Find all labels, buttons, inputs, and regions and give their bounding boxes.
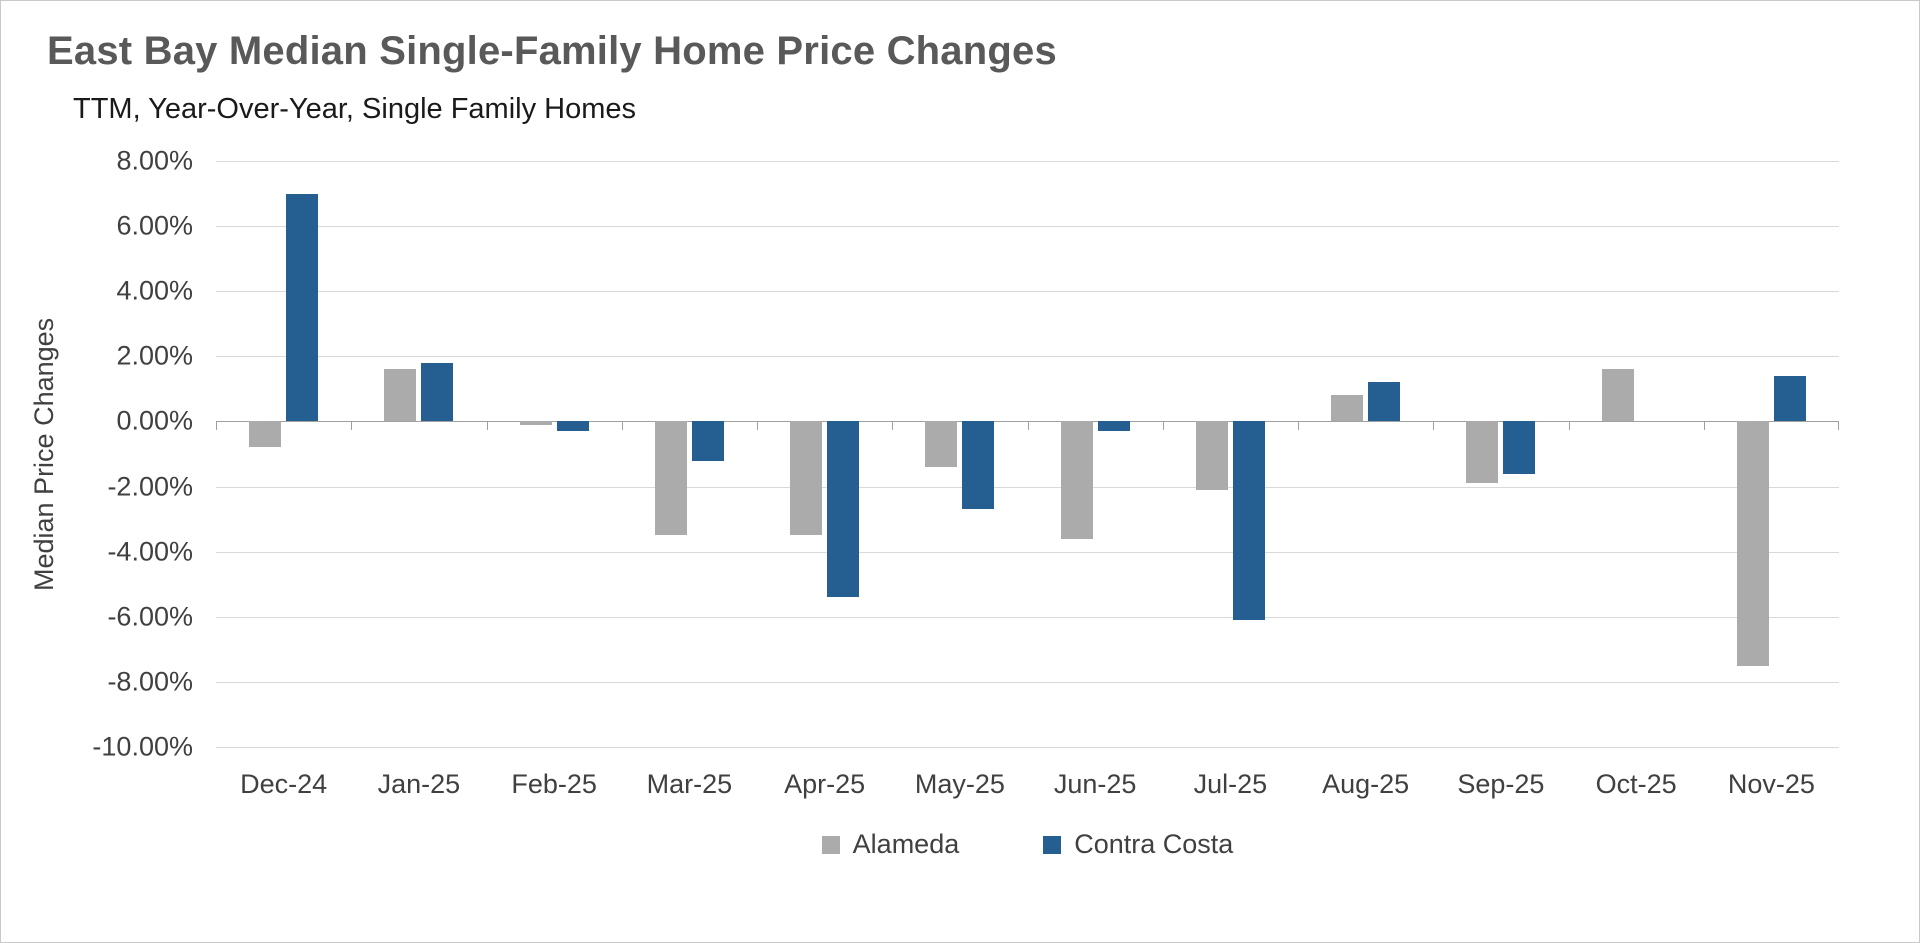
gridline (216, 747, 1839, 748)
y-axis-tick-labels: 8.00% 6.00% 4.00% 2.00% 0.00% -2.00% -4.00% -6.… (1, 146, 193, 762)
bar-contra-costa (691, 421, 724, 461)
bar-contra-costa (962, 421, 995, 510)
x-tick-label: Aug-25 (1322, 769, 1410, 799)
bar-alameda (1466, 421, 1499, 484)
axis-tick-mark (486, 421, 488, 431)
gridline (216, 161, 1839, 162)
bar-contra-costa (1097, 421, 1130, 432)
x-tick-label: Apr-25 (784, 769, 866, 799)
axis-tick-mark (1568, 421, 1570, 431)
axis-tick-mark (216, 421, 217, 431)
bar-contra-costa (1773, 375, 1806, 422)
x-tick-label: Sep-25 (1457, 769, 1545, 799)
x-axis-labels: Dec-24 Jan-25 Feb-25 Mar-25 Apr-25 May-25 Jun-… (216, 769, 1839, 800)
x-tick-label: Jun-25 (1053, 769, 1137, 799)
bar-alameda (790, 421, 823, 536)
y-tick-label: -6.00% (107, 601, 193, 632)
legend-label: Contra Costa (1074, 829, 1234, 859)
axis-tick-mark (757, 421, 758, 431)
gridline (216, 681, 1839, 683)
axis-tick-mark (1703, 421, 1705, 431)
bar-alameda (519, 421, 552, 425)
x-tick-label: Mar-25 (646, 769, 733, 799)
y-tick-label: 2.00% (116, 340, 193, 371)
bar-alameda (249, 421, 282, 448)
axis-tick-mark (1162, 421, 1164, 431)
plot-area (216, 161, 1839, 748)
y-tick-label: -10.00% (92, 731, 193, 762)
gridline (216, 356, 1839, 358)
x-tick-label: Nov-25 (1727, 769, 1815, 799)
axis-tick-mark (1027, 421, 1029, 431)
y-tick-label: 8.00% (116, 145, 193, 176)
gridline (216, 551, 1839, 553)
y-tick-label: -4.00% (107, 536, 193, 567)
bar-alameda (384, 369, 417, 422)
legend-item-contra-costa: Contra Costa (1043, 829, 1233, 860)
bar-contra-costa (421, 362, 454, 422)
bar-contra-costa (556, 421, 589, 432)
legend: Alameda Contra Costa (216, 829, 1839, 860)
bar-contra-costa (286, 193, 319, 422)
bar-alameda (654, 421, 687, 536)
x-tick-label: Jul-25 (1193, 769, 1268, 799)
gridline (216, 486, 1839, 488)
bar-contra-costa (1503, 421, 1536, 474)
axis-tick-mark (351, 421, 353, 431)
x-tick-label: May-25 (914, 769, 1005, 799)
chart-subtitle: TTM, Year-Over-Year, Single Family Homes (73, 93, 637, 125)
legend-swatch-alameda (821, 835, 840, 854)
x-tick-label: Feb-25 (511, 769, 597, 799)
axis-tick-mark (1298, 421, 1299, 431)
y-tick-label: -2.00% (107, 471, 193, 502)
x-tick-label: Dec-24 (240, 769, 328, 799)
axis-tick-mark (1433, 421, 1435, 431)
y-tick-label: 6.00% (116, 210, 193, 241)
legend-label: Alameda (852, 829, 960, 859)
axis-tick-mark (621, 421, 623, 431)
y-tick-label: 4.00% (116, 275, 193, 306)
gridline (216, 291, 1839, 293)
bar-alameda (925, 421, 958, 467)
gridline (216, 226, 1839, 228)
axis-tick-mark (892, 421, 894, 431)
bar-alameda (1195, 421, 1228, 490)
y-tick-label: -8.00% (107, 666, 193, 697)
axis-tick-mark (1838, 421, 1839, 431)
bar-alameda (1060, 421, 1093, 539)
x-tick-label: Jan-25 (377, 769, 461, 799)
chart-title: East Bay Median Single-Family Home Price… (47, 29, 1057, 73)
bar-alameda (1601, 369, 1634, 422)
legend-swatch-contra-costa (1043, 835, 1062, 854)
bar-contra-costa (827, 421, 860, 598)
x-tick-label: Oct-25 (1595, 769, 1677, 799)
gridline (216, 616, 1839, 618)
bar-contra-costa (1368, 382, 1401, 422)
bar-contra-costa (1232, 421, 1265, 621)
bar-alameda (1331, 395, 1364, 422)
y-tick-label: 0.00% (116, 405, 193, 436)
bar-alameda (1736, 421, 1769, 666)
legend-item-alameda: Alameda (821, 829, 960, 860)
